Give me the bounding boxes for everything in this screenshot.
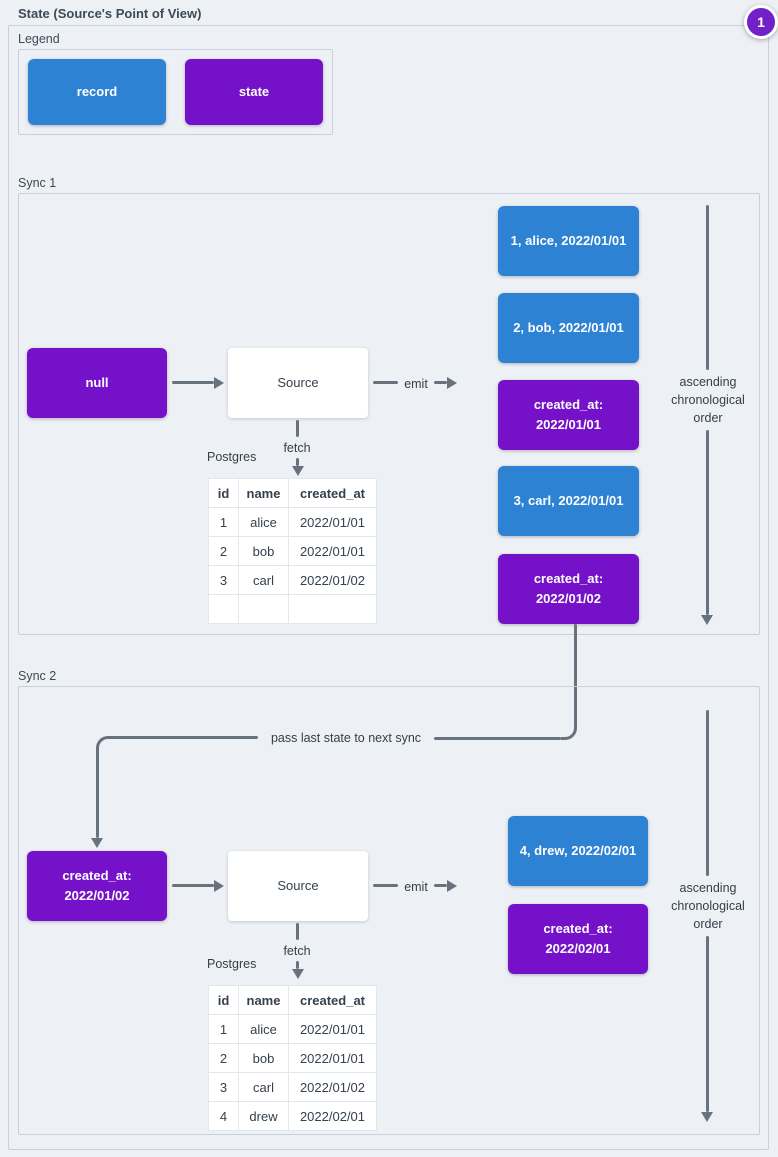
- sync1-fetch-label: fetch: [283, 441, 311, 455]
- pass-state-label: pass last state to next sync: [270, 731, 422, 745]
- sync2-input-state-line1: created_at:: [62, 867, 132, 883]
- sync1-fetch-line-top: [296, 420, 299, 437]
- state-node: created_at: 2022/01/01: [498, 380, 639, 450]
- table-row: [208, 594, 377, 624]
- sync2-source-label: Source: [277, 877, 319, 893]
- sync2-order-label: ascending chronological order: [671, 881, 745, 931]
- state-text-line1: created_at:: [543, 920, 613, 936]
- state-text-line2: 2022/02/01: [545, 941, 611, 956]
- col-header-created-at: created_at: [288, 985, 377, 1015]
- pass-state-line-down1: [574, 624, 577, 726]
- sync2-fetch-line-top: [296, 923, 299, 940]
- table-row: 1 alice 2022/01/01: [208, 507, 377, 537]
- table-row: 2 bob 2022/01/01: [208, 536, 377, 566]
- table-row: 3 carl 2022/01/02: [208, 565, 377, 595]
- sync2-emit-label: emit: [404, 880, 428, 894]
- sync2-state-to-source-line: [172, 884, 214, 887]
- sync1-db-label: Postgres: [207, 450, 257, 464]
- state-text-line1: created_at:: [533, 396, 604, 412]
- annotation-badge-number: 1: [757, 14, 765, 30]
- sync1-title: Sync 1: [18, 176, 57, 190]
- sync1-emit-line-left: [373, 381, 398, 384]
- sync2-title: Sync 2: [18, 669, 57, 683]
- sync2-order-line-top: [706, 710, 709, 876]
- legend-state-swatch: state: [185, 59, 323, 125]
- legend-title: Legend: [18, 32, 60, 46]
- sync2-emit-line-left: [373, 884, 398, 887]
- sync1-fetch-arrowhead: [292, 466, 304, 476]
- state-text-line1: created_at:: [533, 570, 604, 586]
- sync2-fetch-line-bottom: [296, 961, 299, 969]
- col-header-name: name: [238, 985, 289, 1015]
- pass-state-line-down2: [96, 750, 99, 838]
- outer-container: [8, 25, 769, 1150]
- sync1-state-to-source-line: [172, 381, 214, 384]
- annotation-badge: 1: [744, 5, 778, 39]
- col-header-id: id: [208, 985, 239, 1015]
- sync1-postgres-table: id name created_at 1 alice 2022/01/01 2 …: [208, 478, 377, 624]
- sync2-source-node: Source: [228, 851, 368, 921]
- sync1-box: [18, 193, 760, 635]
- table-row: 2 bob 2022/01/01: [208, 1043, 377, 1073]
- sync1-order-line-top: [706, 205, 709, 370]
- sync1-fetch-line-bottom: [296, 458, 299, 466]
- sync1-input-state-node: null: [27, 348, 167, 418]
- col-header-id: id: [208, 478, 239, 508]
- sync2-fetch-label: fetch: [283, 944, 311, 958]
- sync2-postgres-table: id name created_at 1 alice 2022/01/01 2 …: [208, 985, 377, 1131]
- sync1-emit-arrowhead: [447, 377, 457, 389]
- state-text-line2: 2022/01/01: [535, 417, 602, 432]
- sync1-input-state-line1: null: [85, 374, 109, 390]
- legend-box: [18, 49, 333, 135]
- legend-state-label: state: [238, 83, 270, 99]
- record-text: 3, carl, 2022/01/01: [513, 492, 624, 508]
- sync1-emit-label: emit: [404, 377, 428, 391]
- record-node: 2, bob, 2022/01/01: [498, 293, 639, 363]
- record-node: 1, alice, 2022/01/01: [498, 206, 639, 276]
- sync2-emit-line-right: [434, 884, 447, 887]
- sync2-input-state-node: created_at: 2022/01/02: [27, 851, 167, 921]
- sync1-state-to-source-arrowhead: [214, 377, 224, 389]
- state-node: created_at: 2022/01/02: [498, 554, 639, 624]
- col-header-created-at: created_at: [288, 478, 377, 508]
- sync1-order-arrowhead: [701, 615, 713, 625]
- sync1-order-label: ascending chronological order: [671, 375, 745, 425]
- legend-record-label: record: [76, 83, 118, 99]
- sync1-order-line-bottom: [706, 430, 709, 615]
- sync2-order-arrowhead: [701, 1112, 713, 1122]
- pass-state-arrowhead: [91, 838, 103, 848]
- pass-state-line-left: [110, 736, 258, 739]
- sync1-source-node: Source: [228, 348, 368, 418]
- legend-record-swatch: record: [28, 59, 166, 125]
- sync1-source-label: Source: [277, 374, 319, 390]
- pass-state-corner-right: [561, 724, 577, 740]
- table-row: 3 carl 2022/01/02: [208, 1072, 377, 1102]
- state-text-line2: 2022/01/02: [535, 591, 602, 606]
- pass-state-line-right: [434, 737, 561, 740]
- record-text: 2, bob, 2022/01/01: [513, 319, 624, 335]
- table-row: 4 drew 2022/02/01: [208, 1101, 377, 1131]
- sync2-fetch-arrowhead: [292, 969, 304, 979]
- state-node: created_at: 2022/02/01: [508, 904, 648, 974]
- col-header-name: name: [238, 478, 289, 508]
- record-node: 4, drew, 2022/02/01: [508, 816, 648, 886]
- sync2-emit-arrowhead: [447, 880, 457, 892]
- record-text: 1, alice, 2022/01/01: [510, 232, 627, 248]
- record-text: 4, drew, 2022/02/01: [519, 842, 637, 858]
- sync2-order-line-bottom: [706, 936, 709, 1112]
- record-node: 3, carl, 2022/01/01: [498, 466, 639, 536]
- table-header-row: id name created_at: [208, 478, 377, 508]
- page-title: State (Source's Point of View): [18, 6, 202, 21]
- sync1-emit-line-right: [434, 381, 447, 384]
- sync2-state-to-source-arrowhead: [214, 880, 224, 892]
- sync2-db-label: Postgres: [207, 957, 257, 971]
- table-header-row: id name created_at: [208, 985, 377, 1015]
- sync2-input-state-line2: 2022/01/02: [64, 888, 130, 903]
- sync2-box: [18, 686, 760, 1135]
- table-row: 1 alice 2022/01/01: [208, 1014, 377, 1044]
- pass-state-corner-left: [96, 736, 112, 752]
